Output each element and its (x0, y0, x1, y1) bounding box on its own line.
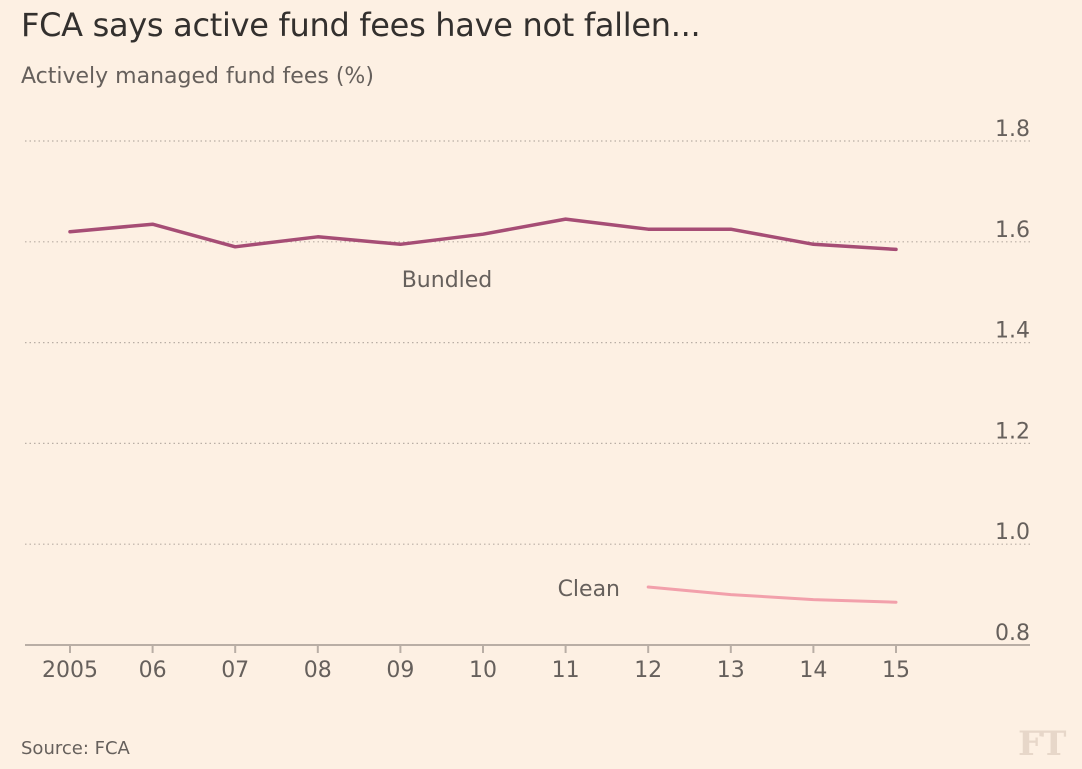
series-label-bundled: Bundled (402, 268, 493, 293)
x-tick-label: 10 (469, 658, 497, 683)
x-tick-label: 2005 (42, 658, 98, 683)
chart-title: FCA says active fund fees have not falle… (21, 6, 701, 44)
ft-logo: FT (1018, 724, 1066, 764)
data-point-bundled (316, 235, 320, 239)
series-lines (68, 217, 898, 604)
x-tick-label: 13 (717, 658, 745, 683)
data-point-bundled (481, 232, 485, 236)
y-tick-label: 1.4 (995, 319, 1030, 344)
y-tick-label: 1.8 (995, 117, 1030, 142)
y-tick-label: 0.8 (995, 621, 1030, 646)
source-note: Source: FCA (21, 738, 130, 759)
data-point-bundled (646, 227, 650, 231)
x-tick-label: 12 (634, 658, 662, 683)
x-tick-label: 15 (882, 658, 910, 683)
data-point-bundled (729, 227, 733, 231)
data-point-bundled (564, 217, 568, 221)
data-point-bundled (68, 230, 72, 234)
data-point-clean (729, 593, 733, 597)
data-point-clean (894, 600, 898, 604)
x-axis: 2005 06 07 08 09 10 11 12 13 14 15 (25, 644, 1030, 683)
chart-subtitle: Actively managed fund fees (%) (21, 64, 374, 89)
gridlines (25, 140, 1030, 545)
x-tick-label: 08 (304, 658, 332, 683)
data-point-bundled (151, 222, 155, 226)
series-line-clean (646, 585, 898, 604)
data-point-bundled (398, 242, 402, 246)
data-point-bundled (811, 242, 815, 246)
x-tick-label: 11 (552, 658, 580, 683)
series-labels: Bundled Clean (402, 268, 620, 602)
series-line-bundled (68, 217, 898, 252)
data-point-clean (811, 598, 815, 602)
data-point-clean (646, 585, 650, 589)
series-label-clean: Clean (558, 577, 620, 602)
y-tick-label: 1.6 (995, 218, 1030, 243)
data-point-bundled (894, 247, 898, 251)
y-axis-tick-labels: 1.8 1.6 1.4 1.2 1.0 0.8 (995, 117, 1030, 646)
x-tick-label: 09 (386, 658, 414, 683)
x-tick-label: 14 (799, 658, 827, 683)
y-tick-label: 1.2 (995, 419, 1030, 444)
data-point-bundled (233, 245, 237, 249)
y-tick-label: 1.0 (995, 520, 1030, 545)
x-tick-label: 07 (221, 658, 249, 683)
x-tick-label: 06 (139, 658, 167, 683)
